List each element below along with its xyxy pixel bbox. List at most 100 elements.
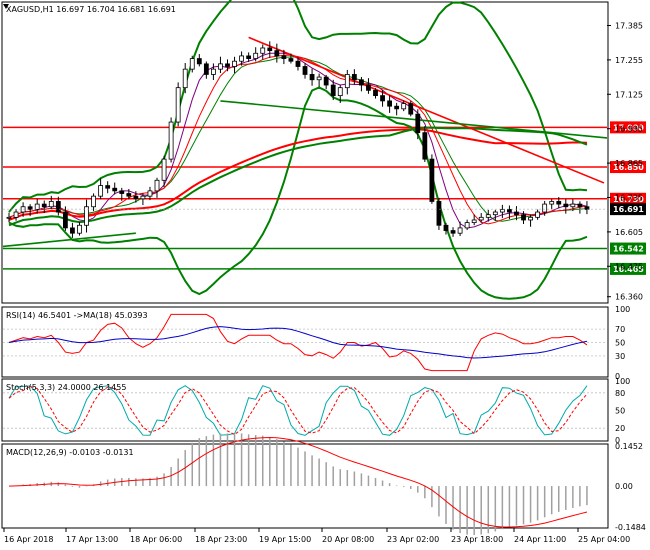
macd-signal-line: [8, 436, 588, 528]
candle-body-73: [521, 214, 526, 221]
candle-body-11: [84, 206, 89, 226]
candle-body-53: [380, 95, 385, 102]
rsi-tick-label-0: 100: [615, 305, 630, 314]
candle-body-21: [154, 179, 160, 192]
candle-body-9: [70, 227, 75, 234]
candle-body-12: [91, 195, 96, 208]
current-price-label: 16.691: [613, 205, 644, 214]
candle-body-28: [203, 63, 209, 75]
ma-fast-red-line: [8, 54, 588, 225]
candle-body-34: [246, 55, 252, 59]
candle-body-16: [119, 190, 125, 194]
time-tick-label-8: 24 Apr 11:00: [514, 535, 566, 544]
candle-body-30: [218, 63, 223, 70]
candle-body-14: [105, 185, 111, 189]
time-tick-label-2: 18 Apr 06:00: [130, 535, 182, 544]
level-badge-4: [610, 262, 646, 275]
stoch-tick-label-3: 20: [615, 424, 625, 433]
candle-body-29: [210, 68, 216, 75]
time-tick-label-1: 17 Apr 13:00: [66, 535, 118, 544]
collapse-triangle-icon: [3, 4, 9, 9]
candle-body-78: [556, 201, 562, 205]
main-panel[interactable]: XAGUSD,H1 16.697 16.704 16.681 16.691 17…: [1, 0, 646, 304]
candle-body-54: [387, 100, 393, 107]
rsi-tick-label-2: 50: [615, 339, 625, 348]
price-tick-label-1: 17.255: [615, 56, 643, 65]
price-plot: [2, 0, 608, 300]
candle-body-35: [253, 52, 259, 59]
candle-body-43: [309, 74, 315, 81]
stoch-signal-line: [8, 385, 588, 436]
stoch-plot: [3, 385, 607, 436]
candle-body-51: [366, 84, 371, 91]
macd-panel-frame: [1, 443, 609, 529]
candle-body-4: [34, 203, 40, 210]
candle-body-63: [450, 230, 456, 234]
candle-body-44: [316, 76, 322, 81]
stoch-main-line: [8, 385, 588, 436]
level-badge-label-1: 16.850: [613, 163, 644, 172]
candle-body-71: [507, 208, 512, 213]
candle-body-1: [13, 211, 19, 218]
candle-body-47: [337, 87, 343, 97]
candle-body-60: [429, 158, 435, 202]
macd-panel[interactable]: MACD(12,26,9) -0.0103 -0.0131 0.1452 0.00…: [1, 433, 646, 536]
time-tick-label-5: 20 Apr 08:00: [322, 535, 374, 544]
candle-body-77: [549, 201, 555, 205]
candle-body-31: [225, 63, 230, 67]
rsi-plot: [3, 313, 607, 372]
candle-body-8: [62, 211, 68, 229]
time-tick-label-3: 18 Apr 23:00: [195, 535, 247, 544]
candle-body-7: [55, 201, 61, 213]
time-tick-label-6: 23 Apr 02:00: [387, 535, 439, 544]
candle-body-6: [48, 201, 54, 208]
macd-tick-label-1: 0.00: [615, 482, 633, 491]
candle-body-20: [147, 190, 153, 197]
candle-body-57: [408, 103, 414, 115]
candle-body-49: [351, 74, 357, 81]
candle-body-74: [528, 216, 533, 221]
candle-body-46: [330, 84, 336, 97]
time-tick-label-9: 25 Apr 04:00: [578, 535, 630, 544]
time-tick-label-4: 19 Apr 15:00: [259, 535, 311, 544]
candle-body-64: [457, 227, 463, 234]
candle-body-10: [77, 224, 82, 234]
trendline-green-upper: [220, 100, 608, 139]
candle-body-23: [168, 121, 174, 160]
macd-tick-label-0: 0.1452: [615, 442, 643, 451]
candle-body-50: [359, 79, 364, 86]
level-badge-label-0: 17.000: [613, 123, 644, 132]
price-tick-label-6: 16.605: [615, 228, 643, 237]
candle-body-80: [570, 203, 576, 208]
candle-body-17: [126, 193, 132, 197]
candle-body-62: [443, 224, 449, 231]
candle-body-13: [98, 185, 104, 197]
candle-body-45: [323, 76, 329, 86]
price-tick-label-8: 16.360: [615, 293, 643, 302]
bollinger-upper-line: [8, 0, 588, 213]
candle-body-59: [422, 132, 428, 160]
candle-body-3: [27, 206, 33, 210]
candle-body-75: [535, 211, 541, 218]
candle-body-81: [577, 203, 583, 208]
candle-body-58: [415, 113, 421, 134]
price-tick-label-4: 16.865: [615, 159, 643, 168]
level-badge-0: [610, 121, 646, 134]
macd-tick-label-2: -0.1484: [615, 523, 646, 532]
rsi-tick-label-4: 0: [615, 372, 620, 381]
stoch-tick-label-4: 0: [615, 436, 620, 445]
trendline-green-lower: [2, 232, 136, 248]
candle-body-41: [295, 60, 301, 67]
stoch-panel[interactable]: Stoch(5,3,3) 24.0000 26.1455 100 80 50 20 0: [1, 377, 630, 445]
candle-body-70: [499, 208, 505, 213]
ohlc-values: 16.697 16.704 16.681 16.691: [56, 5, 176, 14]
main-panel-frame: [1, 1, 609, 304]
rsi-panel[interactable]: RSI(14) 46.5401 ->MA(18) 45.0393 100 70 50…: [1, 305, 630, 381]
level-badge-label-4: 16.465: [613, 265, 644, 274]
price-tick-label-5: 16.735: [615, 193, 643, 202]
level-badge-2: [610, 192, 646, 205]
candle-body-52: [373, 89, 378, 97]
candle-body-39: [281, 55, 287, 59]
